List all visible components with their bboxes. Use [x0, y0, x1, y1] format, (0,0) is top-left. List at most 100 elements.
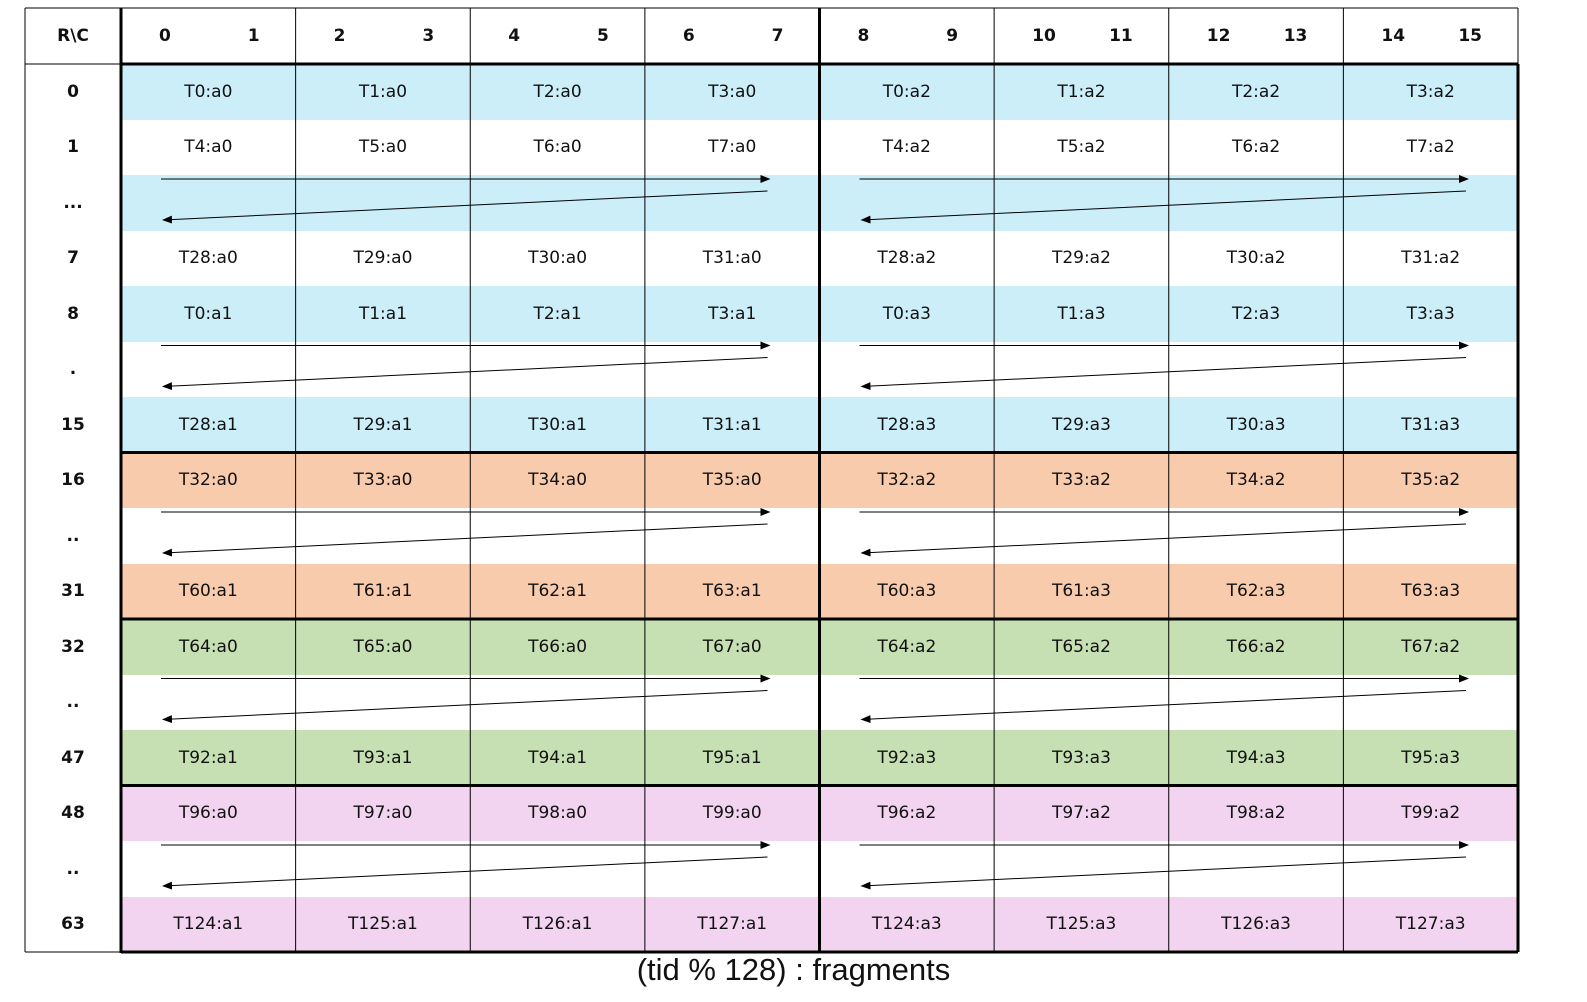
column-header: 0: [159, 26, 171, 46]
column-header: 11: [1109, 26, 1133, 46]
return-arrow: [162, 190, 768, 224]
fragment-cell: T0:a3: [882, 303, 931, 324]
fragment-cell: T7:a2: [1406, 137, 1455, 158]
fragment-cell: T67:a0: [702, 636, 762, 657]
fragment-cell: T124:a3: [871, 914, 942, 935]
column-header: 2: [333, 26, 346, 46]
fragment-cell: T127:a1: [697, 914, 768, 935]
fragment-cell: T0:a2: [882, 81, 931, 102]
fragment-cell: T93:a3: [1051, 747, 1111, 768]
corner-header: R\C: [57, 26, 89, 46]
fragment-cell: T67:a2: [1401, 636, 1461, 657]
row-header: ..: [66, 525, 80, 546]
fragment-cell: T29:a1: [353, 414, 413, 435]
fragment-cell: T92:a1: [178, 747, 238, 768]
fragment-cell: T1:a2: [1057, 81, 1106, 102]
column-header: 15: [1458, 26, 1482, 46]
row-header: ..: [66, 858, 80, 879]
return-arrow: [162, 856, 768, 890]
row-header: 0: [67, 81, 79, 102]
fragment-cell: T3:a1: [708, 303, 757, 324]
row-header: 15: [61, 414, 85, 435]
fragment-cell: T99:a2: [1401, 803, 1461, 824]
fragment-cell: T35:a2: [1401, 470, 1461, 491]
fragment-cell: T5:a2: [1057, 137, 1106, 158]
fragment-cell: T65:a0: [353, 636, 413, 657]
fragment-cell: T63:a3: [1401, 581, 1461, 602]
fragment-cell: T125:a3: [1046, 914, 1117, 935]
fragment-cell: T5:a0: [358, 137, 408, 158]
fragment-cell: T3:a2: [1406, 81, 1455, 102]
fragment-cell: T96:a0: [178, 803, 238, 824]
return-arrow: [860, 690, 1467, 724]
fragment-cell: T126:a3: [1221, 914, 1291, 935]
fragment-cell: T60:a3: [877, 581, 937, 602]
fragment-cell: T2:a2: [1231, 81, 1281, 102]
caption: (tid % 128) : fragments: [636, 952, 951, 987]
fragment-cell: T92:a3: [877, 747, 937, 768]
fragment-cell: T3:a0: [708, 81, 757, 102]
fragment-cell: T30:a2: [1226, 248, 1286, 269]
row-header: 48: [61, 803, 85, 824]
fragment-cell: T34:a2: [1226, 470, 1286, 491]
fragment-cell: T31:a3: [1401, 414, 1461, 435]
row-header: 63: [61, 914, 85, 935]
fragment-cell: T30:a3: [1226, 414, 1286, 435]
column-header: 13: [1283, 26, 1308, 46]
fragment-cell: T99:a0: [702, 803, 762, 824]
return-arrow: [860, 357, 1467, 391]
fragment-cell: T2:a3: [1231, 303, 1281, 324]
fragment-cell: T4:a0: [184, 137, 233, 158]
fragment-cell: T32:a2: [877, 470, 937, 491]
row-header: .: [69, 359, 77, 380]
fragment-cell: T29:a0: [353, 248, 413, 269]
fragment-cell: T3:a3: [1406, 303, 1455, 324]
fragment-cell: T124:a1: [173, 914, 244, 935]
fragment-cell: T31:a1: [702, 414, 762, 435]
fragment-cell: T0:a1: [184, 303, 233, 324]
fragment-cell: T1:a0: [358, 81, 408, 102]
fragment-cell: T2:a1: [533, 303, 582, 324]
return-arrow: [860, 190, 1467, 224]
row-header: 1: [67, 137, 79, 158]
fragment-cell: T98:a0: [528, 803, 588, 824]
column-header-pair: 10 11: [994, 8, 1169, 64]
fragment-cell: T31:a2: [1401, 248, 1461, 269]
return-arrow: [860, 523, 1467, 557]
fragment-cell: T32:a0: [178, 470, 238, 491]
fragment-cell: T34:a0: [528, 470, 588, 491]
fragment-cell: T6:a2: [1231, 137, 1281, 158]
column-header: 6: [682, 26, 695, 46]
row-header: ..: [66, 692, 80, 713]
fragment-cell: T61:a3: [1051, 581, 1111, 602]
column-header: 3: [422, 26, 435, 46]
fragment-cell: T1:a1: [358, 303, 408, 324]
return-arrow: [162, 690, 768, 724]
fragment-cell: T6:a0: [533, 137, 582, 158]
fragment-cell: T66:a2: [1226, 636, 1286, 657]
fragment-cell: T62:a3: [1226, 581, 1286, 602]
fragment-cell: T65:a2: [1051, 636, 1111, 657]
fragment-cell: T126:a1: [522, 914, 593, 935]
fragment-cell: T96:a2: [877, 803, 937, 824]
return-arrow: [162, 357, 768, 391]
fragment-cell: T127:a3: [1395, 914, 1466, 935]
fragment-cell: T66:a0: [528, 636, 588, 657]
column-header: 7: [771, 26, 784, 46]
fragment-cell: T33:a0: [353, 470, 413, 491]
fragment-cell: T28:a2: [877, 248, 937, 269]
row-header: ...: [63, 192, 83, 213]
fragment-cell: T31:a0: [702, 248, 762, 269]
column-header: 5: [597, 26, 609, 46]
fragment-cell: T30:a1: [528, 414, 588, 435]
row-header: 16: [61, 470, 85, 491]
column-header: 1: [247, 26, 260, 46]
column-header-pair: 14 15: [1343, 8, 1518, 64]
column-header: 12: [1206, 26, 1231, 46]
fragment-cell: T28:a0: [178, 248, 238, 269]
row-header: 32: [61, 636, 85, 657]
